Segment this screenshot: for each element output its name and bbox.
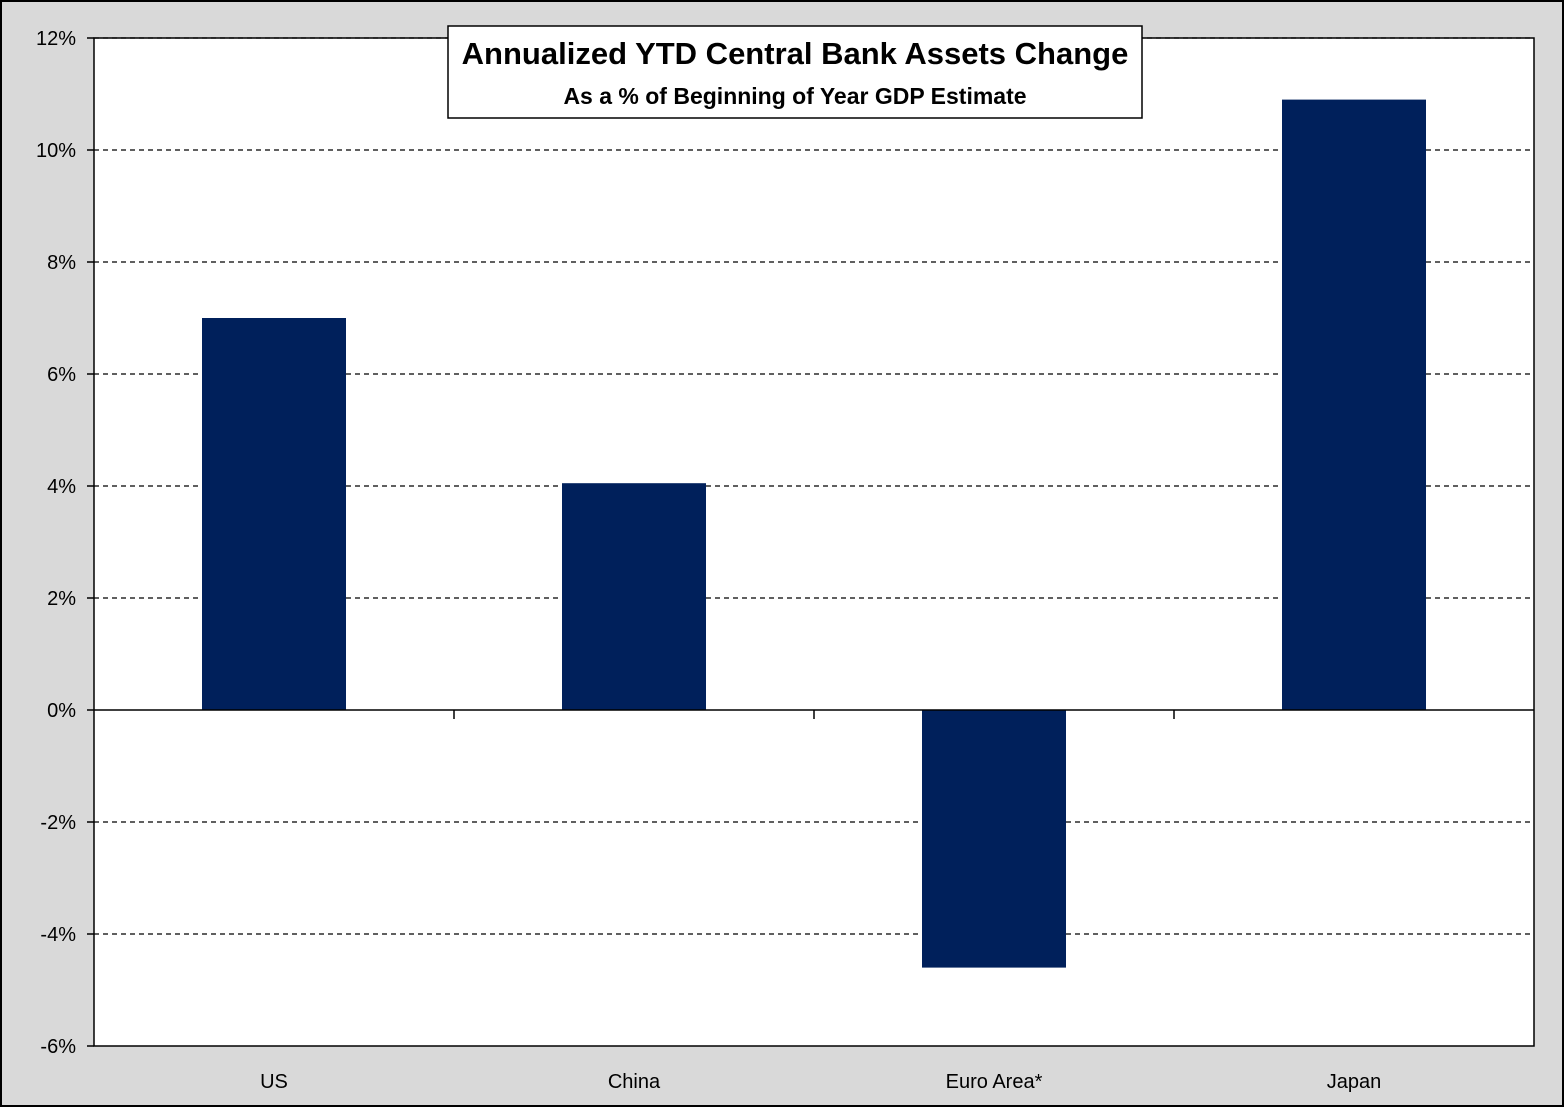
- bar-euro-area: [922, 710, 1066, 968]
- x-tick-label: US: [260, 1071, 288, 1093]
- x-tick-label: Japan: [1327, 1071, 1382, 1093]
- y-tick-label: -4%: [40, 924, 76, 946]
- bar-us: [202, 318, 346, 710]
- y-tick-label: 2%: [47, 588, 76, 610]
- bar-china: [562, 483, 706, 710]
- x-tick-label: China: [608, 1071, 661, 1093]
- y-tick-label: -6%: [40, 1036, 76, 1058]
- chart-subtitle: As a % of Beginning of Year GDP Estimate: [563, 83, 1026, 109]
- y-tick-label: 4%: [47, 476, 76, 498]
- bars: [202, 99, 1426, 968]
- chart-title-box: Annualized YTD Central Bank Assets Chang…: [447, 25, 1143, 119]
- y-tick-label: 12%: [36, 28, 76, 50]
- x-tick-labels: US China Euro Area* Japan: [260, 1071, 1381, 1093]
- y-tick-label: 0%: [47, 700, 76, 722]
- title-box-border: [447, 25, 1143, 119]
- chart-title: Annualized YTD Central Bank Assets Chang…: [462, 36, 1129, 71]
- y-tick-labels: -6% -4% -2% 0% 2% 4% 6% 8% 10% 12%: [36, 28, 76, 1058]
- x-tick-label: Euro Area*: [946, 1071, 1043, 1093]
- y-tick-label: 8%: [47, 252, 76, 274]
- y-tick-label: -2%: [40, 812, 76, 834]
- bar-japan: [1282, 99, 1426, 711]
- y-tick-label: 6%: [47, 364, 76, 386]
- y-tick-label: 10%: [36, 140, 76, 162]
